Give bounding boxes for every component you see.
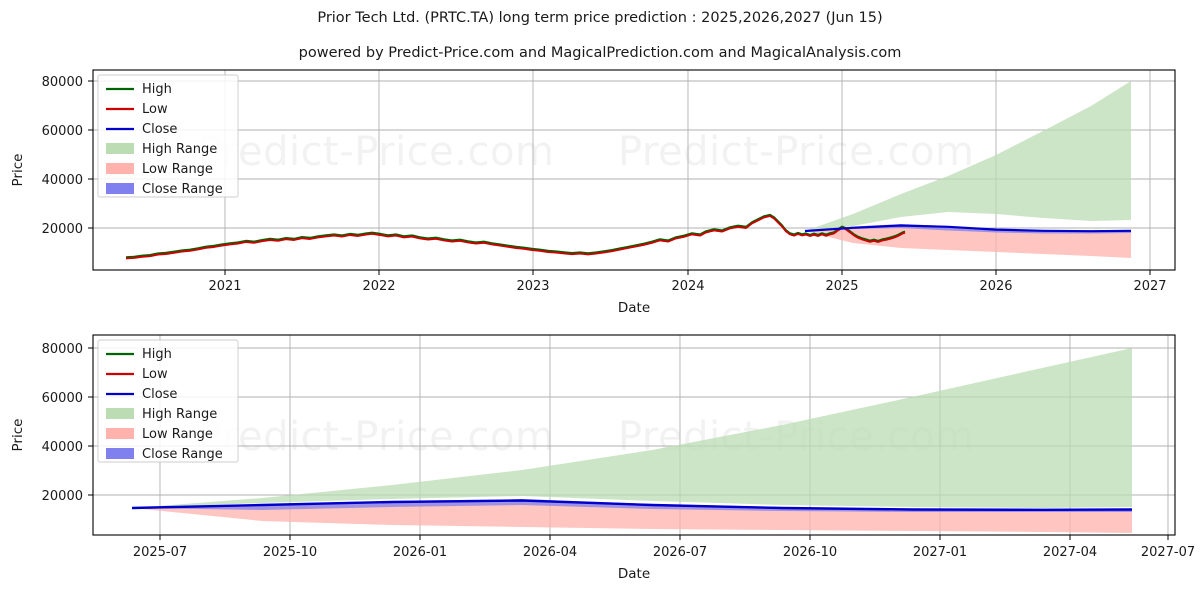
- axis-frame-bottom: [92, 334, 1176, 536]
- y-axis-title: Price: [10, 154, 26, 187]
- x-tick-label: 2026-07: [653, 545, 707, 560]
- x-axis-bottom: 2025-07 2025-10 2026-01 2026-04 2026-07 …: [133, 535, 1195, 582]
- close-line: [131, 499, 1133, 511]
- watermark-group-top: Predict-Price.com Predict-Price.com Pred…: [198, 129, 974, 310]
- legend-top[interactable]: High Low Close High Range Low Range Clos…: [97, 74, 239, 198]
- legend-swatch-high-range: [106, 408, 134, 419]
- legend-label: Low: [142, 367, 168, 382]
- y-tick-label: 20000: [42, 489, 83, 504]
- watermark-text: Predict-Price.com: [618, 129, 974, 175]
- legend-label: Low Range: [142, 427, 213, 442]
- x-tick-label: 2026-04: [523, 545, 577, 560]
- high-range-band: [805, 81, 1131, 231]
- watermark-text: Predict-Price.com: [618, 264, 974, 310]
- legend-label: Close Range: [142, 447, 223, 462]
- legend-label: High: [142, 82, 172, 97]
- legend-label: Close Range: [142, 182, 223, 197]
- legend-label: High Range: [142, 407, 217, 422]
- legend-label: Close: [142, 122, 177, 137]
- x-tick-label: 2025: [825, 279, 858, 294]
- y-tick-label: 40000: [42, 440, 83, 455]
- low-line: [125, 215, 906, 260]
- legend-swatch-close-range: [106, 183, 134, 194]
- x-tick-label: 2027-07: [1141, 545, 1195, 560]
- high-line: [125, 213, 906, 258]
- y-axis-bottom: 80000 60000 40000 20000 Price: [10, 342, 93, 504]
- series-group-top: [125, 81, 1132, 260]
- x-tick-label: 2025-10: [263, 545, 317, 560]
- x-tick-label: 2022: [362, 279, 395, 294]
- x-tick-label: 2023: [516, 279, 549, 294]
- legend-label: Low: [142, 102, 168, 117]
- legend-label: Close: [142, 387, 177, 402]
- low-range-band: [805, 226, 1131, 258]
- legend-swatch-close-range: [106, 448, 134, 459]
- x-tick-label: 2025-07: [133, 545, 187, 560]
- x-axis-title: Date: [618, 300, 650, 316]
- x-axis-top: 2021 2022 2023 2024 2025 2026 2027 Date: [208, 270, 1167, 316]
- x-tick-label: 2027: [1133, 279, 1166, 294]
- x-axis-title: Date: [618, 566, 650, 582]
- x-tick-label: 2021: [208, 279, 241, 294]
- x-tick-label: 2027-01: [913, 545, 967, 560]
- axis-frame-top: [92, 69, 1176, 271]
- watermark-text: Predict-Price.com: [198, 129, 554, 175]
- x-tick-label: 2024: [671, 279, 704, 294]
- page-title: Prior Tech Ltd. (PRTC.TA) long term pric…: [317, 10, 883, 26]
- legend-label: Low Range: [142, 162, 213, 177]
- legend-swatch-high-range: [106, 143, 134, 154]
- low-range-band: [132, 502, 1132, 533]
- y-axis-title: Price: [10, 419, 26, 452]
- y-axis-top: 80000 60000 40000 20000 Price: [10, 75, 93, 237]
- y-tick-label: 60000: [42, 391, 83, 406]
- y-tick-label: 60000: [42, 124, 83, 139]
- top-panel: Predict-Price.com Predict-Price.com Pred…: [10, 69, 1176, 316]
- legend-label: High: [142, 347, 172, 362]
- legend-label: High Range: [142, 142, 217, 157]
- series-group-bottom: [131, 348, 1133, 533]
- legend-bottom[interactable]: High Low Close High Range Low Range Clos…: [97, 339, 239, 463]
- watermark-text: Predict-Price.com: [198, 264, 554, 310]
- legend-swatch-low-range: [106, 163, 134, 174]
- chart-subtitle: powered by Predict-Price.com and Magical…: [298, 45, 902, 61]
- x-tick-label: 2026-10: [783, 545, 837, 560]
- x-tick-label: 2026: [979, 279, 1012, 294]
- close-line: [804, 224, 1132, 233]
- watermark-text: Predict-Price.com: [198, 414, 554, 460]
- y-tick-label: 40000: [42, 173, 83, 188]
- y-tick-label: 80000: [42, 75, 83, 90]
- y-tick-label: 20000: [42, 222, 83, 237]
- bottom-panel: Predict-Price.com Predict-Price.com: [10, 334, 1195, 582]
- x-tick-label: 2026-01: [393, 545, 447, 560]
- legend-swatch-low-range: [106, 428, 134, 439]
- y-tick-label: 80000: [42, 342, 83, 357]
- x-tick-label: 2027-04: [1043, 545, 1097, 560]
- high-range-band: [132, 348, 1132, 508]
